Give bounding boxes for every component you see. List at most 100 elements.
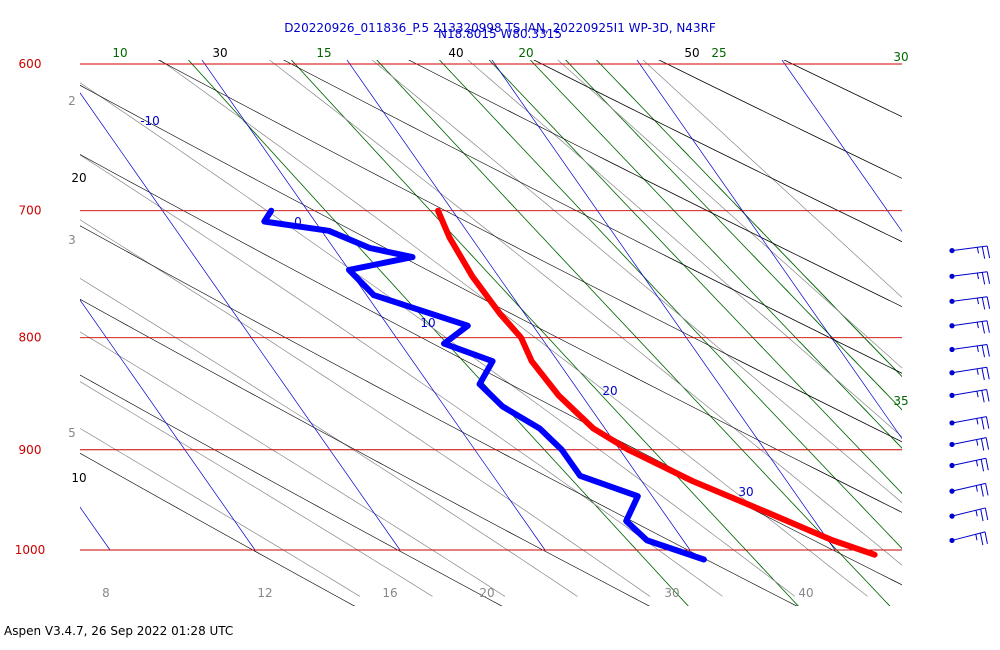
barb-shaft xyxy=(951,457,987,466)
barb-feather xyxy=(985,458,989,471)
barb-feather xyxy=(981,272,986,285)
dry-adiabat-line xyxy=(992,40,1000,630)
chart-title: D20220926_011836_P.5 213320998 TS IAN, 2… xyxy=(284,21,716,35)
wind-barb xyxy=(949,388,990,403)
barb-feather xyxy=(980,484,984,497)
dry-adiabat-label: 30 xyxy=(212,46,227,60)
isotherm-line xyxy=(80,299,256,551)
barb-shaft xyxy=(951,388,987,396)
dry-adiabat-line xyxy=(80,374,503,606)
dry-adiabat-lines xyxy=(80,40,1000,630)
barb-feather xyxy=(981,246,986,259)
isotherm-label: 10 xyxy=(420,316,435,330)
barb-feather xyxy=(980,438,985,451)
barb-feather xyxy=(986,344,990,357)
barb-feather xyxy=(976,322,979,329)
mixing-ratio-line xyxy=(529,60,902,449)
isotherm-lines xyxy=(80,60,902,551)
isotherm-line xyxy=(346,60,691,551)
barb-shaft xyxy=(951,531,986,541)
pressure-label: 800 xyxy=(19,331,42,345)
isotherm-label: 0 xyxy=(294,215,302,229)
dry-adiabat-label: 40 xyxy=(448,46,463,60)
moist-adiabat-label: 20 xyxy=(479,586,494,600)
barb-feather xyxy=(984,531,988,544)
barb-feather xyxy=(986,296,991,309)
barb-feather xyxy=(986,271,991,284)
dry-adiabat-label: 20 xyxy=(71,171,86,185)
isotherm-line xyxy=(491,60,836,551)
wind-barb xyxy=(949,437,990,451)
temperature-profile xyxy=(435,207,878,558)
moist-adiabat-line xyxy=(642,60,902,298)
barb-feather xyxy=(981,367,985,381)
barb-feather xyxy=(986,245,991,259)
moist-adiabat-label: 40 xyxy=(798,586,813,600)
moist-adiabat-line xyxy=(80,219,651,597)
moist-adiabat-lines xyxy=(80,60,902,597)
footer-version: Aspen V3.4.7, 26 Sep 2022 01:28 UTC xyxy=(4,624,234,638)
isotherm-label: 20 xyxy=(602,384,617,398)
mixing-ratio-label: 20 xyxy=(518,46,533,60)
mixing-ratio-label: 30 xyxy=(893,50,908,64)
barb-feather xyxy=(975,510,978,517)
moist-adiabat-line xyxy=(371,60,902,504)
dry-adiabat-line xyxy=(533,60,902,243)
barb-feather xyxy=(976,297,980,305)
moist-adiabat-line xyxy=(80,82,796,597)
dry-adiabat-line xyxy=(658,60,902,179)
dry-adiabat-label: 10 xyxy=(71,471,86,485)
isobar-lines xyxy=(80,63,902,551)
wind-barb xyxy=(949,482,989,497)
dry-adiabat-label: 50 xyxy=(684,46,699,60)
moist-adiabat-label: 8 xyxy=(102,586,110,600)
barb-shaft xyxy=(951,507,986,517)
isotherm-line xyxy=(80,92,401,551)
moist-adiabat-label: 2 xyxy=(68,94,76,108)
moist-adiabat-line xyxy=(268,60,902,566)
dewpoint-profile xyxy=(261,207,707,563)
barb-shaft xyxy=(951,344,988,351)
mixing-ratio-line xyxy=(438,60,902,550)
barb-feather xyxy=(976,272,980,280)
moist-adiabat-line xyxy=(80,331,506,597)
wind-barb xyxy=(949,245,991,259)
mixing-ratio-label: 10 xyxy=(112,46,127,60)
barb-feather xyxy=(976,391,979,398)
dry-adiabat-line xyxy=(867,40,1000,630)
barb-shaft xyxy=(951,416,987,424)
dry-adiabat-line xyxy=(80,298,650,606)
moist-adiabat-line xyxy=(80,154,723,597)
dry-adiabat-line xyxy=(80,154,902,586)
barb-feather xyxy=(975,485,978,492)
barb-feather xyxy=(976,418,979,425)
moist-adiabat-label: 5 xyxy=(68,426,76,440)
wind-barbs xyxy=(949,245,991,546)
wind-barb xyxy=(949,344,990,358)
mixing-ratio-line xyxy=(595,60,902,378)
barb-shaft xyxy=(951,366,987,374)
barb-feather xyxy=(976,247,980,254)
isotherm-line xyxy=(636,60,902,440)
mixing-ratio-line xyxy=(290,60,799,606)
moist-adiabat-line xyxy=(80,427,361,597)
barb-feather xyxy=(980,459,985,472)
dry-adiabat-line xyxy=(80,225,798,606)
chart-subtitle: N18.8015 W80.3315 xyxy=(438,27,562,41)
moist-adiabat-label: 16 xyxy=(382,586,397,600)
moist-adiabat-line xyxy=(80,277,578,597)
mixing-ratio-line xyxy=(565,60,902,411)
barb-feather xyxy=(984,507,989,521)
isotherm-line xyxy=(781,60,902,233)
sounding-profiles xyxy=(261,207,878,563)
dry-adiabat-line xyxy=(783,60,902,118)
barb-feather xyxy=(986,320,990,333)
moist-adiabat-label: 30 xyxy=(664,586,679,600)
wind-barb xyxy=(949,457,989,472)
wind-barb xyxy=(949,296,991,310)
barb-shaft xyxy=(951,437,987,445)
barb-shaft xyxy=(951,320,988,327)
barb-feather xyxy=(975,534,978,541)
